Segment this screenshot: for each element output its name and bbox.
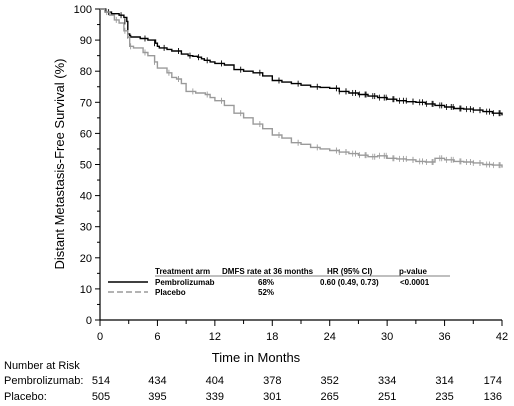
y-axis-title: Distant Metastasis-Free Survival (%) — [52, 59, 67, 270]
risk-count: 395 — [148, 391, 166, 403]
pembrolizumab-curve — [100, 8, 503, 116]
risk-count: 174 — [484, 375, 502, 387]
legend-arm: Placebo — [155, 288, 186, 297]
x-tick-label: 18 — [266, 331, 278, 343]
risk-count: 339 — [206, 391, 224, 403]
risk-count: 301 — [263, 391, 281, 403]
risk-table: Number at Risk Pembrolizumab: 514 434 404 378… — [4, 360, 502, 403]
risk-count: 352 — [321, 375, 339, 387]
y-tick-label: 80 — [80, 66, 92, 78]
y-tick-label: 0 — [86, 315, 92, 327]
legend-rate: 68% — [258, 278, 274, 287]
legend-header: Treatment arm — [155, 267, 210, 276]
risk-count: 505 — [92, 391, 110, 403]
risk-count: 378 — [263, 375, 281, 387]
risk-count: 434 — [148, 375, 166, 387]
risk-count: 136 — [484, 391, 502, 403]
risk-row-label: Placebo: — [4, 391, 47, 403]
risk-count: 334 — [378, 375, 396, 387]
legend-pvalue: <0.0001 — [400, 278, 430, 287]
y-tick-label: 90 — [80, 35, 92, 47]
legend-rate: 52% — [258, 288, 274, 297]
legend-header: p-value — [399, 267, 428, 276]
x-tick-label: 42 — [496, 331, 508, 343]
survival-curves — [100, 8, 503, 169]
y-tick-label: 20 — [80, 253, 92, 265]
y-tick-label: 30 — [80, 222, 92, 234]
x-axis-title: Time in Months — [212, 350, 301, 365]
y-tick-label: 10 — [80, 284, 92, 296]
legend: Treatment arm DMFS rate at 36 months HR (9… — [108, 267, 450, 297]
risk-count: 235 — [435, 391, 453, 403]
y-tick-label: 40 — [80, 191, 92, 203]
risk-count: 314 — [435, 375, 453, 387]
risk-count: 265 — [321, 391, 339, 403]
legend-arm: Pembrolizumab — [155, 278, 215, 287]
y-tick-label: 70 — [80, 97, 92, 109]
legend-header: HR (95% CI) — [327, 267, 373, 276]
placebo-curve — [100, 8, 503, 168]
x-tick-label: 30 — [381, 331, 393, 343]
risk-table-header: Number at Risk — [4, 360, 80, 372]
x-tick-label: 24 — [324, 331, 336, 343]
x-tick-label: 6 — [154, 331, 160, 343]
risk-count: 514 — [92, 375, 110, 387]
y-tick-label: 60 — [80, 128, 92, 140]
legend-header: DMFS rate at 36 months — [222, 267, 314, 276]
risk-count: 404 — [206, 375, 224, 387]
x-tick-label: 12 — [209, 331, 221, 343]
y-tick-label: 50 — [80, 160, 92, 172]
axes: 0 10 20 30 40 50 60 70 80 90 100 0 6 12 18 24 30 36 42 Time… — [52, 4, 508, 365]
risk-row-label: Pembrolizumab: — [4, 375, 83, 387]
legend-hr: 0.60 (0.49, 0.73) — [320, 278, 379, 287]
x-tick-label: 36 — [438, 331, 450, 343]
x-tick-label: 0 — [97, 331, 103, 343]
risk-count: 251 — [378, 391, 396, 403]
y-tick-label: 100 — [74, 4, 92, 16]
